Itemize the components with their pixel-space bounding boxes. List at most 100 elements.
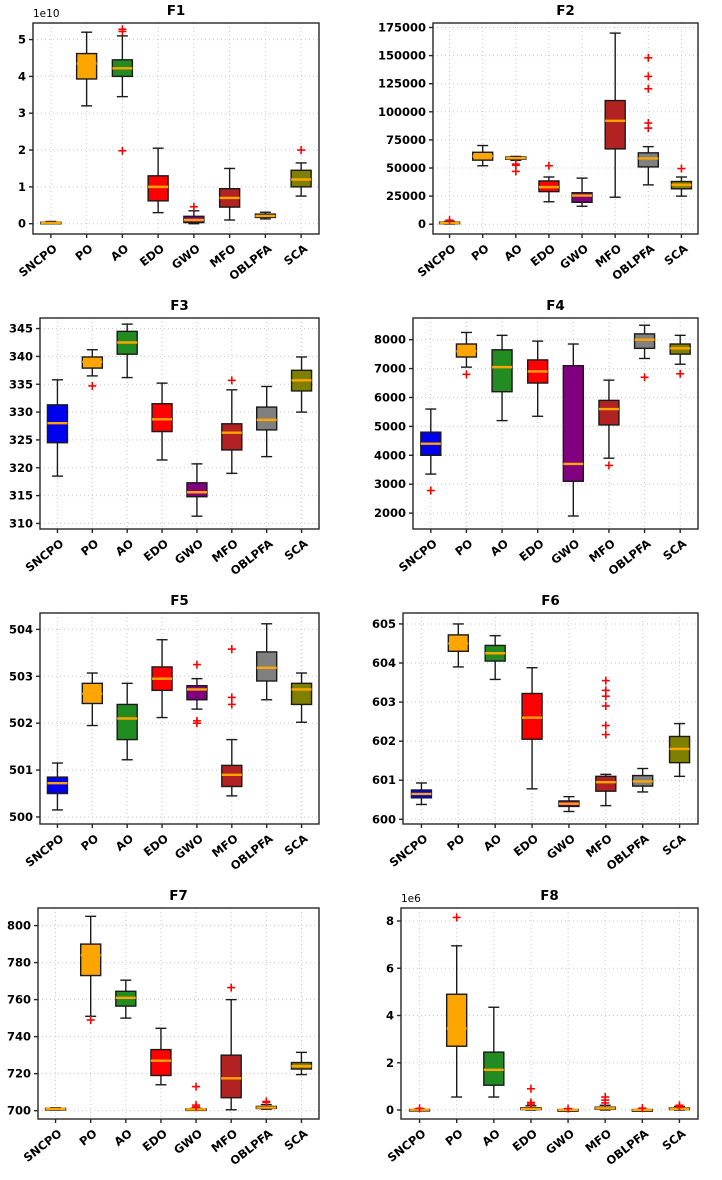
outlier-marker bbox=[638, 1104, 647, 1113]
plot-frame bbox=[402, 612, 699, 825]
x-tick-label-EDO: EDO bbox=[140, 1126, 170, 1154]
y-tick-label: 125000 bbox=[378, 77, 426, 91]
outlier-marker bbox=[601, 701, 610, 710]
x-tick-label-GWO: GWO bbox=[544, 831, 578, 862]
outlier-marker bbox=[297, 146, 306, 155]
subplot-f6: 600 601 602 603 604 605 SNCPO PO AO EDO GWO MFO OBLP… bbox=[361, 590, 722, 885]
outlier-marker bbox=[192, 1082, 201, 1091]
x-tick-label-GWO: GWO bbox=[172, 831, 206, 862]
gridlines bbox=[40, 613, 319, 824]
y-tick-label: 100000 bbox=[378, 105, 426, 119]
gridlines bbox=[403, 613, 698, 824]
x-tick-label-EDO: EDO bbox=[528, 241, 558, 269]
gridlines bbox=[33, 23, 319, 234]
x-tick-label-OBLPFA: OBLPFA bbox=[603, 1126, 651, 1168]
x-tick-label-AO: AO bbox=[113, 831, 137, 854]
box-F4-EDO bbox=[526, 340, 549, 417]
y-tick-label: 502 bbox=[9, 716, 33, 730]
plot-frame bbox=[32, 22, 320, 235]
x-tick-label-AO: AO bbox=[481, 831, 505, 854]
outlier-marker bbox=[227, 645, 236, 654]
x-tick-label-PO: PO bbox=[72, 241, 95, 263]
box-F1-SCA bbox=[290, 146, 312, 197]
x-tick-label-GWO: GWO bbox=[557, 241, 591, 272]
y-tick-label: 7000 bbox=[374, 362, 406, 376]
x-tick-label-SNCPO: SNCPO bbox=[23, 831, 67, 870]
box-F7-GWO bbox=[185, 1082, 207, 1112]
plot-frame bbox=[39, 317, 320, 530]
y-tick-label: 175000 bbox=[378, 20, 426, 34]
outlier-marker bbox=[526, 1100, 535, 1109]
box-F8-OBLPFA bbox=[631, 1104, 654, 1113]
x-tick-label-SCA: SCA bbox=[282, 831, 311, 858]
y-tick-label: 340 bbox=[9, 349, 33, 363]
box-F3-PO bbox=[81, 349, 104, 390]
y-tick-label: 604 bbox=[372, 656, 396, 670]
box-F6-PO bbox=[447, 623, 470, 668]
box-F3-GWO bbox=[186, 463, 208, 517]
outlier-marker bbox=[86, 1015, 95, 1024]
subplot-f8: 0 2 4 6 8 SNCPO PO AO EDO GWO MFO OBLPFA SCA F8 1e6 bbox=[361, 885, 722, 1180]
x-tick-label-OBLPFA: OBLPFA bbox=[604, 831, 652, 873]
y-tick-label: 6 bbox=[386, 961, 394, 975]
box-F4-PO bbox=[455, 331, 478, 379]
x-tick-label-PO: PO bbox=[469, 241, 492, 263]
outlier-marker bbox=[601, 686, 610, 695]
y-tick-label: 315 bbox=[9, 489, 33, 503]
y-tick-label: 325 bbox=[9, 433, 33, 447]
box-F6-SNCPO bbox=[410, 782, 433, 806]
box-F5-PO bbox=[81, 672, 104, 727]
box-F8-MFO bbox=[594, 1093, 616, 1111]
chart-title-F8: F8 bbox=[540, 888, 559, 904]
y-tick-label: 8000 bbox=[374, 333, 406, 347]
box-F4-MFO bbox=[598, 379, 620, 470]
x-tick-label-SNCPO: SNCPO bbox=[415, 241, 459, 280]
x-tick-label-EDO: EDO bbox=[141, 536, 171, 564]
x-tick-label-PO: PO bbox=[78, 831, 101, 853]
y-tick-label: 504 bbox=[9, 622, 33, 636]
box-F1-AO bbox=[111, 25, 134, 155]
x-tick-label-PO: PO bbox=[443, 1126, 466, 1148]
x-tick-label-GWO: GWO bbox=[543, 1126, 577, 1157]
outlier-marker bbox=[601, 1098, 610, 1107]
box-F8-SCA bbox=[668, 1101, 691, 1111]
outlier-marker bbox=[415, 1104, 424, 1113]
chart-F2: 0 25000 50000 75000 100000 125000 150000 175000… bbox=[378, 3, 699, 283]
box-F7-EDO bbox=[150, 1027, 172, 1086]
box-F6-OBLPFA bbox=[631, 767, 654, 793]
y-tick-label: 720 bbox=[7, 1067, 31, 1081]
y-tick-label: 503 bbox=[9, 669, 33, 683]
y-tick-label: 8 bbox=[386, 914, 394, 928]
box-F8-SNCPO bbox=[408, 1104, 431, 1113]
outlier-marker bbox=[452, 913, 461, 922]
outlier-marker bbox=[426, 486, 435, 495]
box-F8-EDO bbox=[520, 1084, 542, 1111]
y-tick-label: 4 bbox=[386, 1009, 394, 1023]
box-F1-PO bbox=[75, 31, 98, 107]
box-F2-SCA bbox=[670, 164, 693, 197]
box-F1-EDO bbox=[147, 147, 169, 214]
outlier-marker bbox=[227, 693, 236, 702]
box-F3-EDO bbox=[151, 382, 173, 461]
y-tick-label: 500 bbox=[9, 810, 33, 824]
box-F2-SNCPO bbox=[438, 216, 461, 225]
y-tick-label: 602 bbox=[372, 734, 396, 748]
box-F2-MFO bbox=[604, 32, 626, 198]
outlier-marker bbox=[604, 461, 613, 470]
x-tick-label-SCA: SCA bbox=[281, 1126, 310, 1153]
box-F3-SNCPO bbox=[46, 379, 69, 477]
box-F1-GWO bbox=[183, 202, 205, 225]
plot-frame bbox=[39, 612, 320, 825]
chart-title-F7: F7 bbox=[169, 888, 188, 904]
y-tick-label: 800 bbox=[7, 919, 31, 933]
x-tick-label-SNCPO: SNCPO bbox=[16, 241, 60, 280]
x-tick-label-PO: PO bbox=[77, 1126, 100, 1148]
box-F7-SNCPO bbox=[44, 1107, 67, 1111]
plot-frame bbox=[412, 317, 699, 530]
y-tick-label: 5 bbox=[18, 33, 26, 47]
box-F1-SNCPO bbox=[40, 220, 62, 225]
box-F2-EDO bbox=[538, 161, 560, 203]
